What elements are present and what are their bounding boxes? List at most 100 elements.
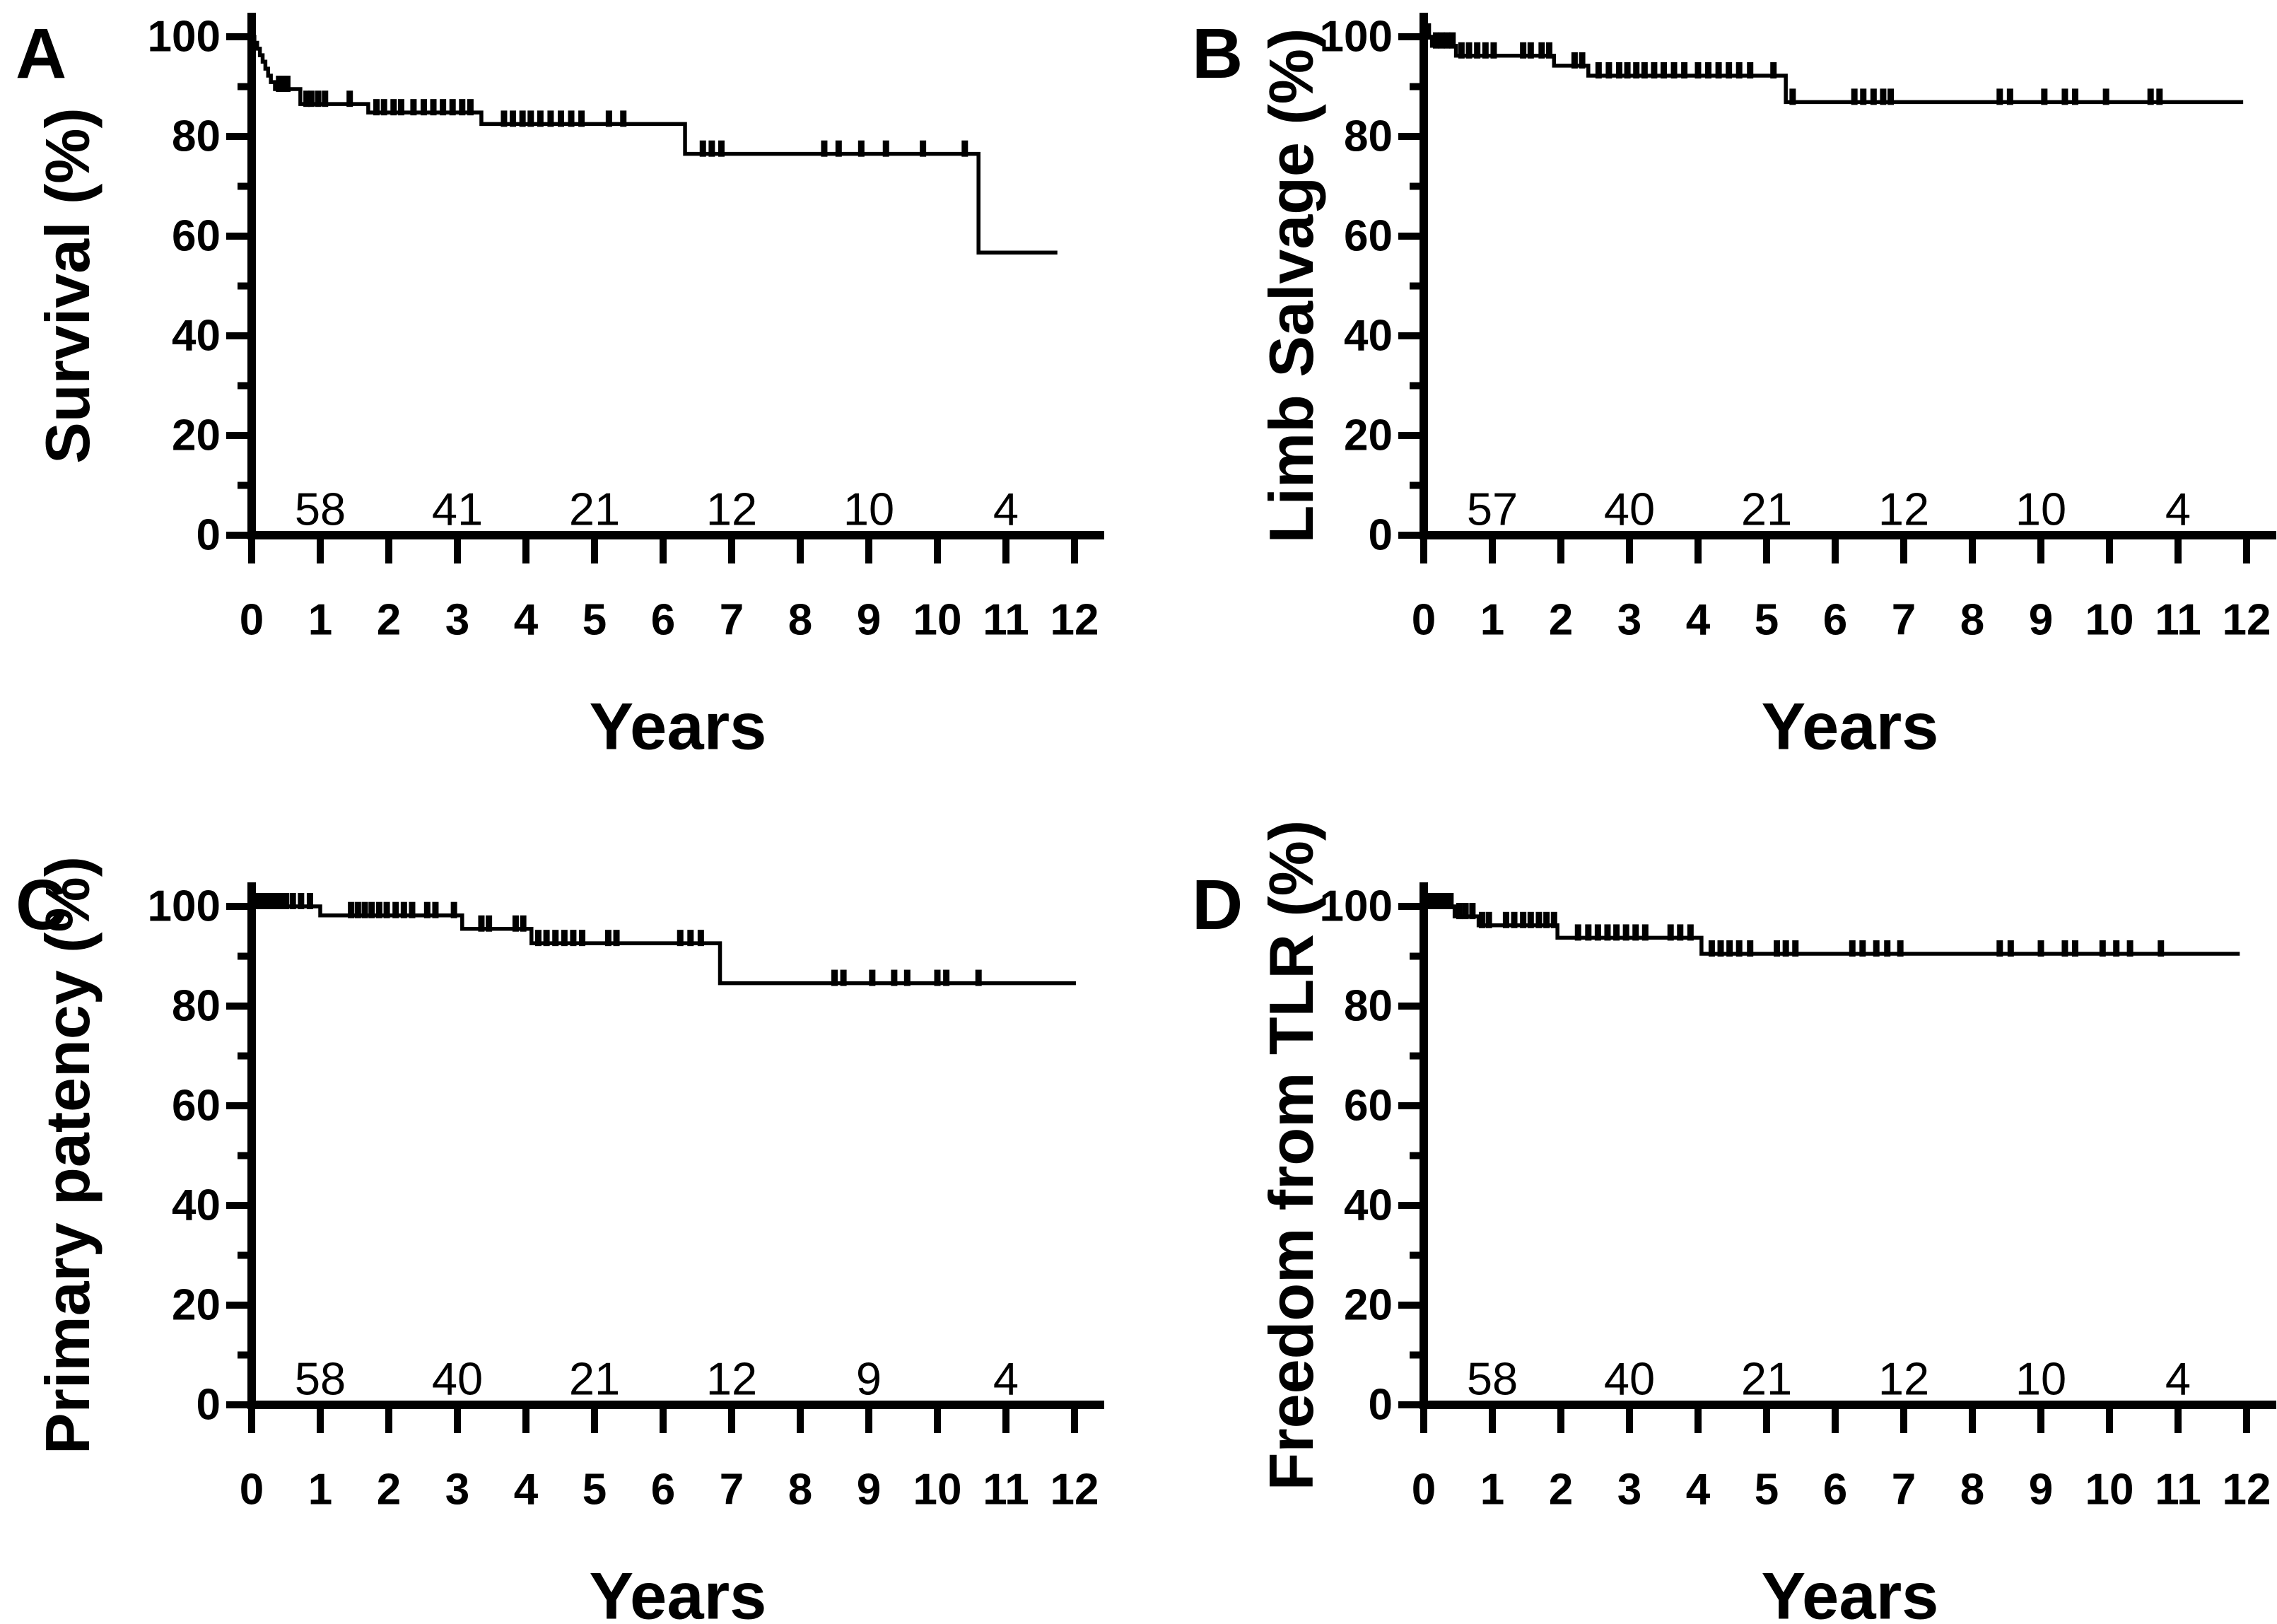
x-tick-label: 6	[651, 1466, 675, 1514]
x-tick-label: 7	[1892, 596, 1916, 645]
panel-label: D	[1192, 865, 1243, 945]
x-tick-label: 7	[1892, 1466, 1916, 1514]
y-tick-label: 0	[1369, 1381, 1393, 1430]
panel-label: B	[1192, 14, 1243, 93]
at-risk-count: 41	[432, 484, 483, 535]
km-curve	[252, 35, 1058, 255]
x-tick-label: 0	[240, 596, 264, 645]
at-risk-count: 40	[432, 1353, 483, 1405]
x-tick-label: 5	[583, 596, 607, 645]
x-tick-label: 7	[720, 596, 744, 645]
at-risk-count: 10	[843, 484, 894, 535]
y-tick-label: 40	[172, 1181, 221, 1230]
x-tick-label: 8	[788, 596, 812, 645]
at-risk-count: 40	[1604, 484, 1655, 535]
y-tick-label: 80	[172, 112, 221, 161]
at-risk-count: 12	[706, 484, 757, 535]
x-tick-label: 12	[1050, 596, 1099, 645]
at-risk-count: 58	[295, 484, 346, 535]
x-tick-label: 10	[2085, 1466, 2134, 1514]
x-tick-label: 6	[1823, 596, 1847, 645]
y-tick-label: 40	[1344, 312, 1393, 361]
x-tick-label: 5	[1755, 1466, 1779, 1514]
x-tick-label: 4	[514, 1466, 539, 1514]
y-tick-label: 20	[172, 1281, 221, 1330]
km-curve	[252, 904, 1076, 986]
x-tick-label: 12	[2223, 1466, 2271, 1514]
x-axis-title: Years	[590, 1559, 767, 1624]
x-tick-label: 4	[1686, 596, 1711, 645]
at-risk-count: 57	[1467, 484, 1518, 535]
x-tick-label: 0	[1412, 596, 1436, 645]
y-tick-label: 80	[1344, 982, 1393, 1031]
y-tick-label: 60	[1344, 1082, 1393, 1131]
x-tick-label: 2	[377, 596, 401, 645]
x-tick-label: 9	[857, 1466, 881, 1514]
x-tick-label: 9	[857, 596, 881, 645]
panel-label: A	[16, 14, 67, 93]
y-tick-label: 100	[1320, 13, 1393, 62]
x-tick-label: 4	[1686, 1466, 1711, 1514]
x-tick-label: 1	[1480, 596, 1504, 645]
at-risk-count: 21	[1741, 484, 1792, 535]
x-tick-label: 10	[2085, 596, 2134, 645]
y-tick-label: 40	[172, 312, 221, 361]
x-tick-label: 6	[651, 596, 675, 645]
x-tick-label: 11	[983, 1466, 1029, 1514]
y-tick-label: 0	[1369, 511, 1393, 560]
x-axis-title: Years	[590, 689, 767, 764]
x-tick-label: 10	[913, 1466, 962, 1514]
at-risk-count: 10	[2015, 1353, 2066, 1405]
y-tick-label: 80	[1344, 112, 1393, 161]
at-risk-count: 4	[993, 484, 1019, 535]
panel-survival: A Survival (%) 0 20 40 60 80 100 0 1 2 3 4 5 6 7 8 9 10 1…	[0, 0, 1138, 764]
y-tick-label: 0	[197, 511, 221, 560]
x-tick-label: 11	[2155, 1466, 2201, 1514]
x-tick-label: 12	[1050, 1466, 1099, 1514]
x-tick-label: 11	[2155, 596, 2201, 645]
km-curve	[1424, 35, 2244, 105]
x-tick-label: 1	[308, 596, 332, 645]
at-risk-count: 58	[295, 1353, 346, 1405]
y-tick-label: 60	[172, 1082, 221, 1131]
x-tick-label: 1	[308, 1466, 332, 1514]
y-tick-label: 20	[1344, 411, 1393, 460]
x-tick-label: 6	[1823, 1466, 1847, 1514]
x-tick-label: 3	[445, 1466, 469, 1514]
at-risk-count: 21	[1741, 1353, 1792, 1405]
at-risk-count: 58	[1467, 1353, 1518, 1405]
y-tick-label: 60	[172, 212, 221, 261]
x-tick-label: 8	[1960, 1466, 1984, 1514]
x-tick-label: 3	[1617, 596, 1641, 645]
panel-label: C	[16, 865, 67, 945]
x-tick-label: 2	[377, 1466, 401, 1514]
y-tick-label: 20	[172, 411, 221, 460]
y-tick-label: 60	[1344, 212, 1393, 261]
y-tick-label: 100	[1320, 882, 1393, 931]
at-risk-count: 10	[2015, 484, 2066, 535]
at-risk-count: 21	[569, 1353, 620, 1405]
km-curve	[1424, 904, 2240, 956]
at-risk-count: 12	[1878, 484, 1929, 535]
x-axis-title: Years	[1762, 689, 1939, 764]
panel-primary-patency: C Primary patency (%) 0 20 40 60 80 100 0 1 2 3 4 5…	[0, 856, 1138, 1624]
at-risk-count: 4	[2165, 1353, 2191, 1405]
at-risk-count: 12	[1878, 1353, 1929, 1405]
x-axis-title: Years	[1762, 1559, 1939, 1624]
y-tick-label: 40	[1344, 1181, 1393, 1230]
x-tick-label: 0	[240, 1466, 264, 1514]
x-tick-label: 8	[1960, 596, 1984, 645]
at-risk-count: 4	[2165, 484, 2191, 535]
x-tick-label: 10	[913, 596, 962, 645]
at-risk-count: 12	[706, 1353, 757, 1405]
x-tick-label: 8	[788, 1466, 812, 1514]
x-tick-label: 5	[583, 1466, 607, 1514]
panel-freedom-from-tlr: D Freedom from TLR (%) 0 20 40 60 80 100 0 1 2 3 4…	[1139, 820, 2277, 1624]
at-risk-count: 21	[569, 484, 620, 535]
y-tick-label: 20	[1344, 1281, 1393, 1330]
